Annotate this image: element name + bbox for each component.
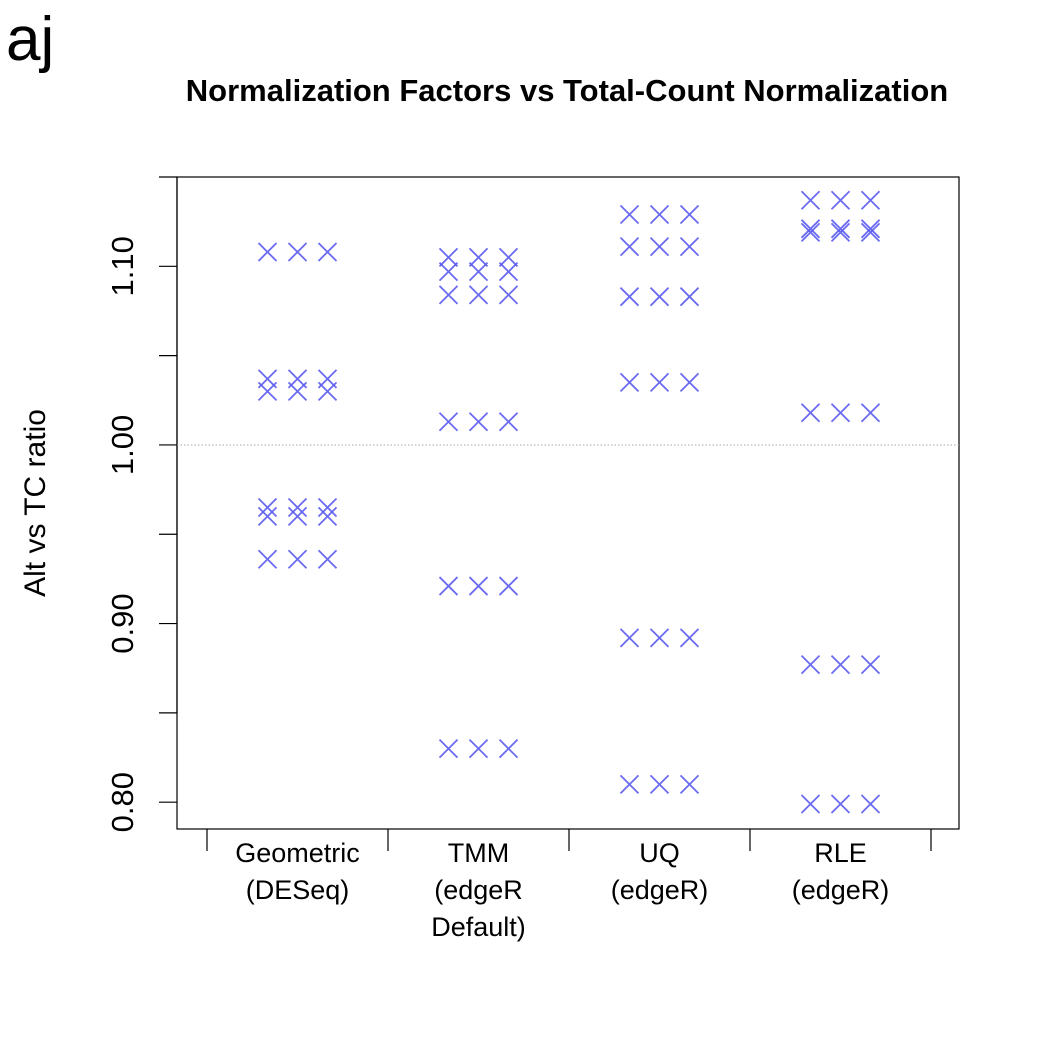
x-marker [468, 262, 489, 282]
x-marker [619, 287, 640, 307]
x-marker [830, 403, 851, 423]
x-tick-label: UQ (edgeR) [611, 838, 709, 905]
x-marker [287, 506, 308, 527]
y-tick-label: 1.00 [105, 415, 140, 475]
x-marker [438, 738, 459, 759]
x-marker [287, 549, 308, 569]
chart-title: Normalization Factors vs Total-Count Nor… [186, 73, 948, 108]
x-marker [438, 262, 459, 282]
x-marker [649, 774, 670, 794]
x-marker [438, 247, 459, 268]
x-marker [830, 222, 851, 243]
x-marker [800, 219, 821, 239]
x-marker [498, 285, 519, 305]
x-tick-label: RLE (edgeR) [792, 838, 890, 905]
x-marker [498, 576, 519, 596]
x-marker [317, 549, 338, 569]
x-marker [438, 576, 459, 596]
x-marker [287, 381, 308, 401]
x-marker [830, 190, 851, 210]
x-marker [679, 204, 700, 225]
y-tick-label: 0.80 [105, 772, 140, 832]
panel-label: aj [6, 5, 54, 74]
x-marker [468, 576, 489, 596]
x-marker [619, 628, 640, 648]
x-marker [649, 237, 670, 257]
x-marker [438, 412, 459, 432]
x-marker [257, 242, 278, 262]
x-marker [830, 794, 851, 814]
x-marker [257, 549, 278, 569]
x-marker [468, 285, 489, 305]
x-marker [649, 204, 670, 225]
x-marker [860, 219, 881, 239]
x-marker [438, 285, 459, 305]
y-tick-label: 0.90 [105, 593, 140, 653]
x-marker [649, 628, 670, 648]
x-marker [468, 412, 489, 432]
x-marker [257, 506, 278, 527]
x-marker [800, 794, 821, 814]
x-marker [317, 497, 338, 518]
x-marker [800, 190, 821, 210]
y-axis-label: Alt vs TC ratio [19, 409, 52, 597]
x-marker [830, 219, 851, 239]
x-marker [317, 242, 338, 262]
x-marker [679, 237, 700, 257]
x-marker [468, 247, 489, 268]
x-marker [317, 381, 338, 401]
x-marker [679, 287, 700, 307]
x-marker [317, 506, 338, 527]
x-marker [257, 497, 278, 518]
x-marker [860, 794, 881, 814]
x-marker [619, 774, 640, 794]
x-marker [468, 738, 489, 759]
x-marker [679, 774, 700, 794]
x-tick-label: TMM (edgeR Default) [431, 838, 526, 942]
x-marker [498, 247, 519, 268]
x-marker [498, 412, 519, 432]
x-marker [498, 738, 519, 759]
y-tick-label: 1.10 [105, 236, 140, 296]
x-marker [619, 237, 640, 257]
x-marker [257, 381, 278, 401]
x-marker [287, 242, 308, 262]
x-marker [498, 262, 519, 282]
x-marker [860, 403, 881, 423]
x-marker [679, 628, 700, 648]
x-marker [679, 372, 700, 393]
x-marker [649, 372, 670, 393]
x-marker [649, 287, 670, 307]
x-marker [860, 655, 881, 675]
x-marker [860, 222, 881, 243]
x-marker [800, 655, 821, 675]
x-tick-label: Geometric (DESeq) [235, 838, 360, 905]
x-marker [619, 204, 640, 225]
x-marker [800, 222, 821, 243]
x-marker [860, 190, 881, 210]
x-marker [830, 655, 851, 675]
x-marker [619, 372, 640, 393]
x-marker [287, 497, 308, 518]
x-marker [800, 403, 821, 423]
